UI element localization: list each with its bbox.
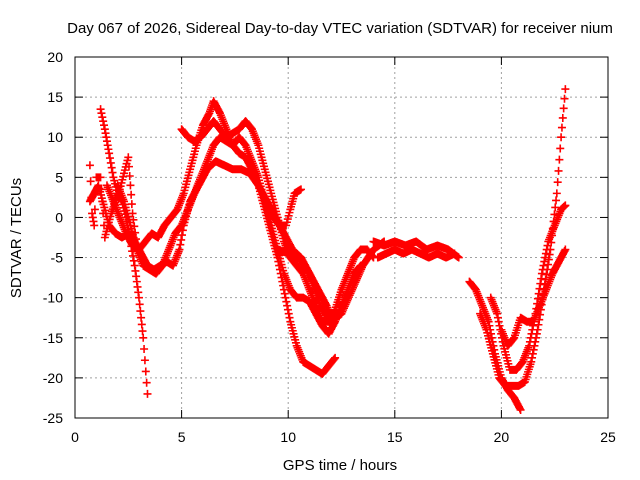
y-tick-label: -15 bbox=[43, 330, 63, 346]
x-tick-label: 15 bbox=[387, 429, 403, 445]
data-point-markers bbox=[85, 153, 141, 250]
x-tick-label: 25 bbox=[600, 429, 616, 445]
series-trace-11 bbox=[476, 85, 570, 390]
data-point-markers bbox=[497, 245, 570, 350]
x-tick-label: 20 bbox=[494, 429, 510, 445]
x-tick-label: 0 bbox=[71, 429, 79, 445]
y-tick-label: 20 bbox=[47, 49, 63, 65]
x-tick-label: 5 bbox=[178, 429, 186, 445]
y-axis-label: SDTVAR / TECUs bbox=[8, 178, 25, 298]
data-point-markers bbox=[273, 237, 389, 326]
x-axis-label: GPS time / hours bbox=[283, 457, 397, 474]
data-point-markers bbox=[262, 185, 305, 230]
y-tick-label: -10 bbox=[43, 290, 63, 306]
y-tick-label: -25 bbox=[43, 410, 63, 426]
series-trace-6 bbox=[262, 185, 305, 230]
y-tick-label: -20 bbox=[43, 370, 63, 386]
chart-title: Day 067 of 2026, Sidereal Day-to-day VTE… bbox=[67, 20, 613, 37]
series-trace-7 bbox=[273, 237, 389, 326]
data-point-markers bbox=[476, 85, 570, 390]
series-trace-13 bbox=[497, 245, 570, 350]
data-markers bbox=[85, 85, 570, 414]
y-tick-label: 15 bbox=[47, 89, 63, 105]
plot-frame bbox=[74, 56, 609, 419]
x-tick-labels: 0 5 10 15 20 25 bbox=[71, 429, 616, 445]
y-tick-labels: -25 -20 -15 -10 -5 0 5 10 15 20 bbox=[43, 49, 63, 426]
data-point-markers bbox=[373, 245, 459, 262]
y-tick-label: 0 bbox=[55, 209, 63, 225]
data-point-markers bbox=[369, 237, 463, 262]
series-trace-8 bbox=[369, 237, 463, 262]
series-trace-12 bbox=[486, 201, 570, 374]
x-tick-label: 10 bbox=[280, 429, 296, 445]
series-trace-9 bbox=[373, 245, 459, 262]
y-tick-label: 5 bbox=[55, 169, 63, 185]
y-tick-label: -5 bbox=[51, 250, 64, 266]
series-trace-14 bbox=[85, 153, 141, 250]
data-point-markers bbox=[486, 201, 570, 374]
y-tick-label: 10 bbox=[47, 129, 63, 145]
